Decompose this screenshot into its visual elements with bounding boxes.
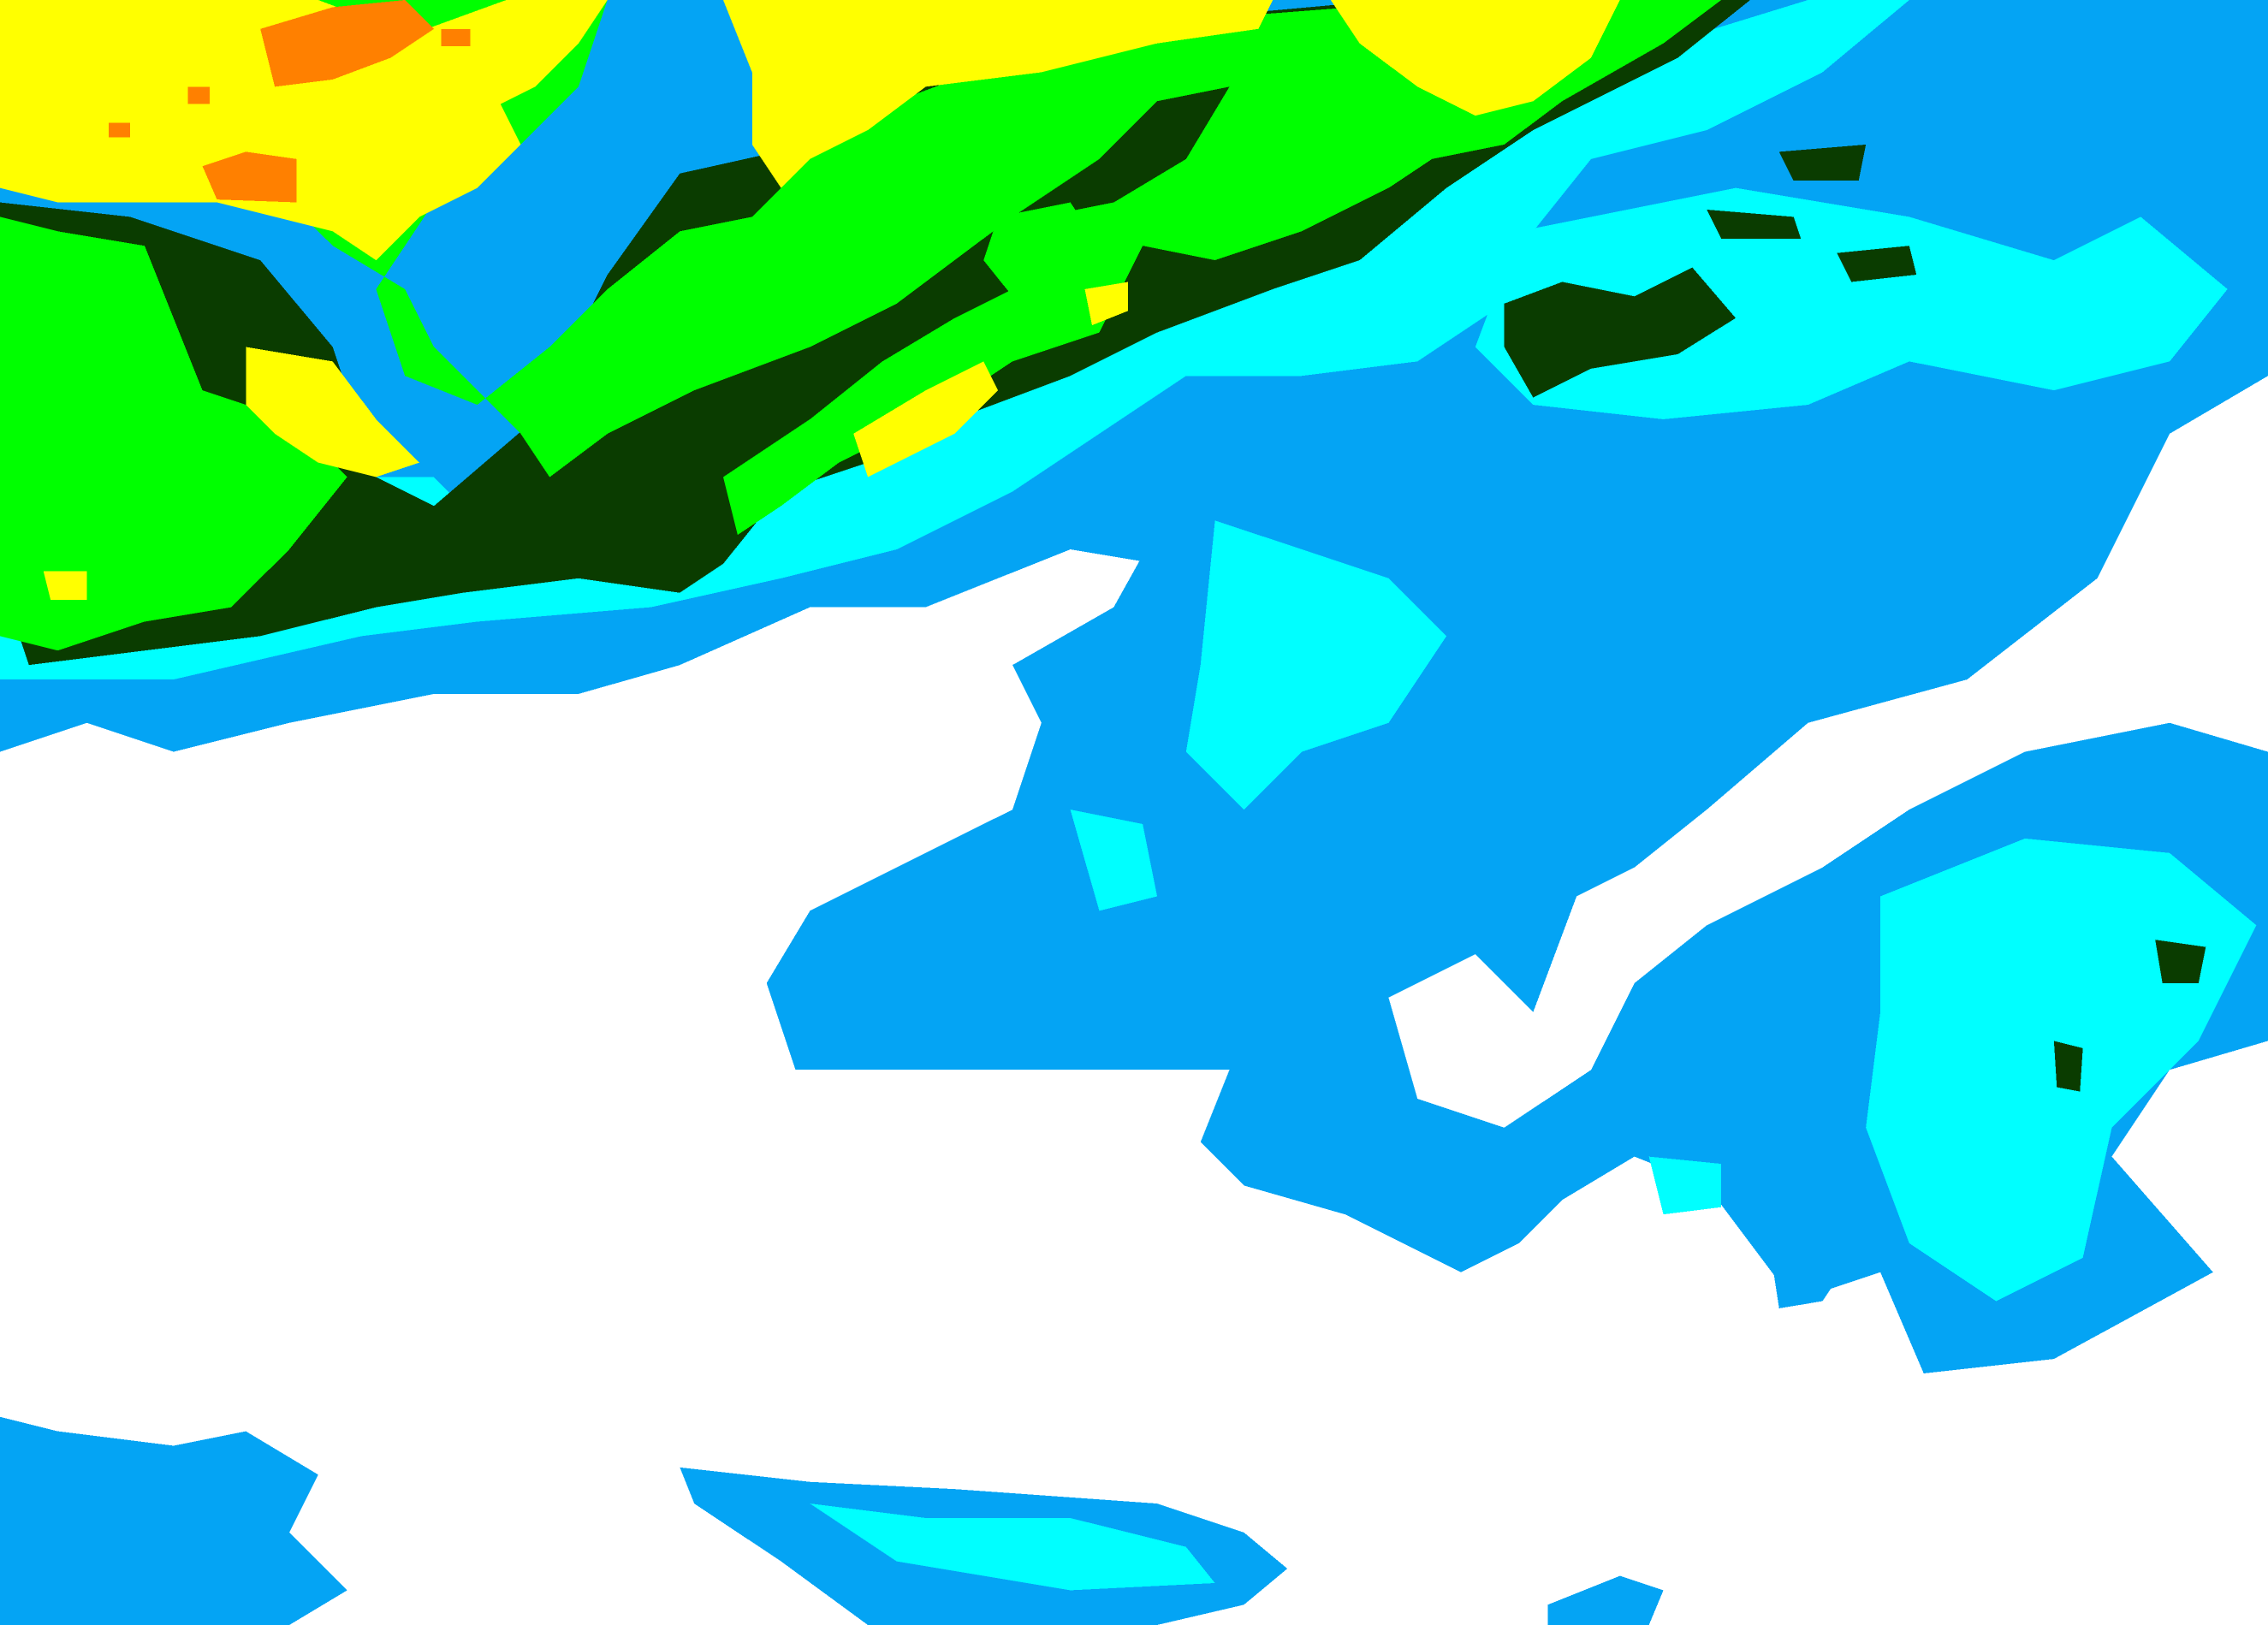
level-2-region — [1475, 187, 2228, 419]
level-1-region — [1764, 1214, 1852, 1308]
level-6-region — [441, 28, 471, 47]
level-3-region — [1504, 267, 1737, 398]
level-5-region-group — [0, 0, 1620, 601]
level-3-region — [2053, 1041, 2083, 1092]
level-3-region — [1778, 144, 1867, 181]
level-5-region — [1084, 282, 1129, 326]
level-4-region — [289, 0, 1722, 536]
level-1-region — [0, 1416, 347, 1625]
level-4-region — [0, 216, 347, 651]
level-4-region-group — [0, 0, 1722, 651]
level-3-region — [1837, 246, 1917, 282]
level-6-region — [187, 86, 211, 104]
level-2-region — [1185, 520, 1447, 810]
level-6-region-group — [108, 0, 471, 203]
level-6-region — [108, 122, 131, 138]
level-5-region — [1330, 0, 1620, 116]
level-5-region — [853, 361, 999, 477]
level-5-region — [723, 0, 1274, 188]
level-3-region — [1707, 209, 1802, 239]
level-6-region — [202, 151, 297, 203]
level-6-region — [260, 0, 435, 87]
level-1-region — [1547, 1575, 1664, 1625]
level-2-region — [1070, 810, 1158, 911]
level-4-region — [983, 202, 1100, 297]
level-2-region — [810, 1503, 1215, 1591]
level-5-region — [43, 571, 87, 601]
level-5-region — [246, 347, 420, 477]
level-5-region — [347, 0, 608, 131]
level-2-region — [1648, 1156, 1722, 1215]
level-3-region — [2155, 940, 2206, 983]
